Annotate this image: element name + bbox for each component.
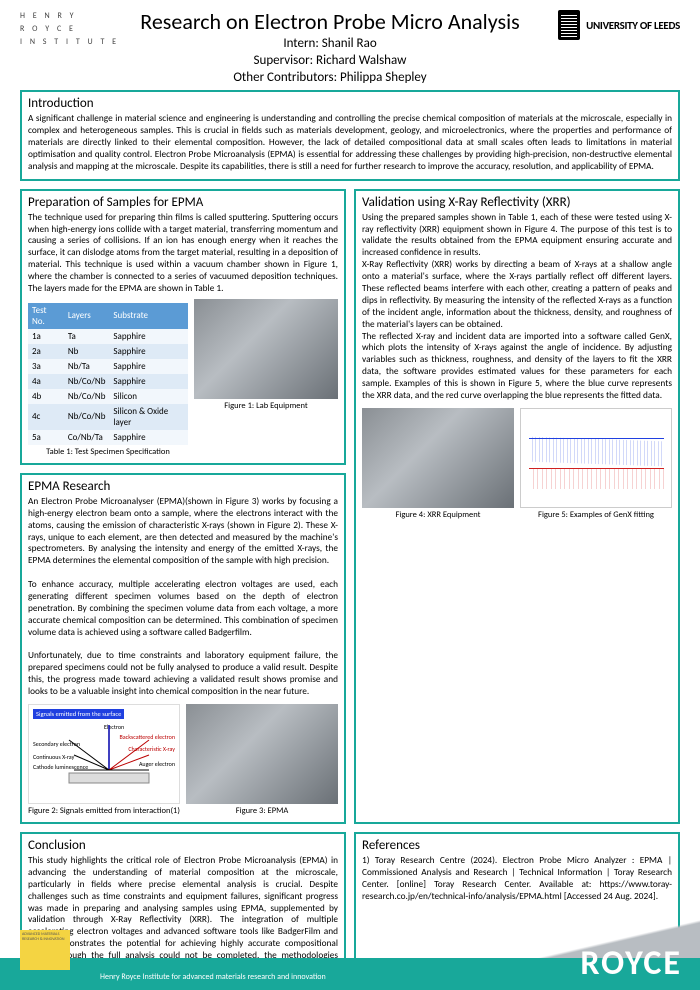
table-header: Substrate [109, 303, 188, 329]
genx-data-curve [529, 438, 664, 439]
section-xrr: Validation using X-Ray Reflectivity (XRR… [354, 189, 680, 824]
page-title: Research on Electron Probe Micro Analysi… [140, 10, 520, 34]
xrr-body: Using the prepared samples shown in Tabl… [362, 212, 672, 402]
xrr-equipment-photo [362, 408, 514, 508]
table-row: 5aCo/Nb/TaSapphire [28, 430, 188, 445]
xrr-figure-row: Figure 4: XRR Equipment Figure 5: Exampl… [362, 408, 672, 520]
intro-body: A significant challenge in material scie… [28, 113, 672, 172]
fig1-caption: Figure 1: Lab Equipment [194, 401, 338, 411]
research-figure-row: Signals emitted from the surface Electro… [28, 704, 338, 816]
lab-equipment-photo [194, 299, 338, 399]
specimen-table: Test No.LayersSubstrate 1aTaSapphire2aNb… [28, 303, 188, 445]
table-cell: Sapphire [109, 374, 188, 389]
table-row: 4bNb/Co/NbSilicon [28, 389, 188, 404]
references-body: 1) Toray Research Centre (2024). Electro… [362, 855, 672, 903]
leeds-logo: UNIVERSITY OF LEEDS [530, 10, 680, 40]
prep-body: The technique used for preparing thin fi… [28, 212, 338, 295]
table-cell: Nb/Ta [64, 359, 110, 374]
intern-name: Shanil Rao [322, 36, 377, 51]
advanced-materials-logo: ADVANCED MATERIALS RESEARCH & INNOVATION [20, 930, 70, 970]
table-cell: Sapphire [109, 344, 188, 359]
fig2-col: Signals emitted from the surface Electro… [28, 704, 180, 816]
fig5-col: Figure 5: Examples of GenX fitting [520, 408, 672, 520]
research-body: An Electron Probe Microanalyser (EPMA)(s… [28, 496, 338, 698]
royce-logo: H E N R Y R O Y C E I N S T I T U T E [20, 10, 130, 48]
conclusion-heading: Conclusion [28, 838, 338, 853]
fig1-col: Figure 1: Lab Equipment [194, 299, 338, 411]
genx-fit-curve [529, 468, 664, 469]
supervisor-line: Supervisor: Richard Walshaw [140, 53, 520, 68]
royce-line-2: R O Y C E [20, 23, 130, 36]
signals-diagram: Signals emitted from the surface Electro… [28, 704, 180, 804]
epma-photo [186, 704, 338, 804]
table-cell: 4c [28, 404, 64, 430]
fig5-caption: Figure 5: Examples of GenX fitting [520, 510, 672, 520]
table1-col: Test No.LayersSubstrate 1aTaSapphire2aNb… [28, 299, 188, 457]
table-cell: 5a [28, 430, 64, 445]
table1-caption: Table 1: Test Specimen Specification [28, 447, 188, 457]
table-cell: Silicon [109, 389, 188, 404]
fig4-col: Figure 4: XRR Equipment [362, 408, 514, 520]
poster: H E N R Y R O Y C E I N S T I T U T E Re… [0, 0, 700, 990]
intro-heading: Introduction [28, 96, 672, 111]
footer: ADVANCED MATERIALS RESEARCH & INNOVATION… [0, 940, 700, 990]
contributors-label: Other Contributors: [233, 70, 340, 85]
table-row: 4aNb/Co/NbSapphire [28, 374, 188, 389]
intern-label: Intern: [283, 36, 321, 51]
table-row: 3aNb/TaSapphire [28, 359, 188, 374]
table-header: Layers [64, 303, 110, 329]
prep-figure-row: Test No.LayersSubstrate 1aTaSapphire2aNb… [28, 299, 338, 457]
signals-diagram-title: Signals emitted from the surface [33, 709, 124, 719]
table-header: Test No. [28, 303, 64, 329]
content-grid: Introduction A significant challenge in … [0, 90, 700, 990]
fig4-caption: Figure 4: XRR Equipment [362, 510, 514, 520]
table-cell: 2a [28, 344, 64, 359]
xrr-heading: Validation using X-Ray Reflectivity (XRR… [362, 195, 672, 210]
title-block: Research on Electron Probe Micro Analysi… [140, 10, 520, 85]
signals-rays-icon [59, 725, 159, 795]
fig3-col: Figure 3: EPMA [186, 704, 338, 816]
section-introduction: Introduction A significant challenge in … [20, 90, 680, 180]
section-research: EPMA Research An Electron Probe Microana… [20, 473, 346, 824]
footer-tagline: Henry Royce Institute for advanced mater… [100, 972, 326, 982]
table-cell: Sapphire [109, 329, 188, 344]
section-preparation: Preparation of Samples for EPMA The tech… [20, 189, 346, 465]
contributors-name: Philippa Shepley [340, 70, 427, 85]
leeds-tower-icon [558, 10, 580, 40]
genx-plot [520, 408, 672, 508]
contributors-line: Other Contributors: Philippa Shepley [140, 70, 520, 85]
fig3-caption: Figure 3: EPMA [186, 806, 338, 816]
supervisor-name: Richard Walshaw [316, 53, 406, 68]
table-cell: Silicon & Oxide layer [109, 404, 188, 430]
table-cell: 1a [28, 329, 64, 344]
royce-brand: ROYCE [580, 943, 682, 984]
table-cell: 4b [28, 389, 64, 404]
table-cell: 4a [28, 374, 64, 389]
supervisor-label: Supervisor: [254, 53, 317, 68]
table-cell: Co/Nb/Ta [64, 430, 110, 445]
table-cell: 3a [28, 359, 64, 374]
table-cell: Nb/Co/Nb [64, 404, 110, 430]
header: H E N R Y R O Y C E I N S T I T U T E Re… [0, 0, 700, 90]
table-cell: Ta [64, 329, 110, 344]
fig2-caption: Figure 2: Signals emitted from interacti… [28, 806, 180, 816]
table-row: 2aNbSapphire [28, 344, 188, 359]
royce-line-1: H E N R Y [20, 10, 130, 23]
table-cell: Sapphire [109, 359, 188, 374]
prep-heading: Preparation of Samples for EPMA [28, 195, 338, 210]
table-row: 4cNb/Co/NbSilicon & Oxide layer [28, 404, 188, 430]
royce-line-3: I N S T I T U T E [20, 36, 130, 49]
table-cell: Nb [64, 344, 110, 359]
table-cell: Nb/Co/Nb [64, 374, 110, 389]
leeds-text: UNIVERSITY OF LEEDS [586, 19, 680, 32]
intern-line: Intern: Shanil Rao [140, 36, 520, 51]
table-cell: Nb/Co/Nb [64, 389, 110, 404]
references-heading: References [362, 838, 672, 853]
research-heading: EPMA Research [28, 479, 338, 494]
table-row: 1aTaSapphire [28, 329, 188, 344]
table-cell: Sapphire [109, 430, 188, 445]
